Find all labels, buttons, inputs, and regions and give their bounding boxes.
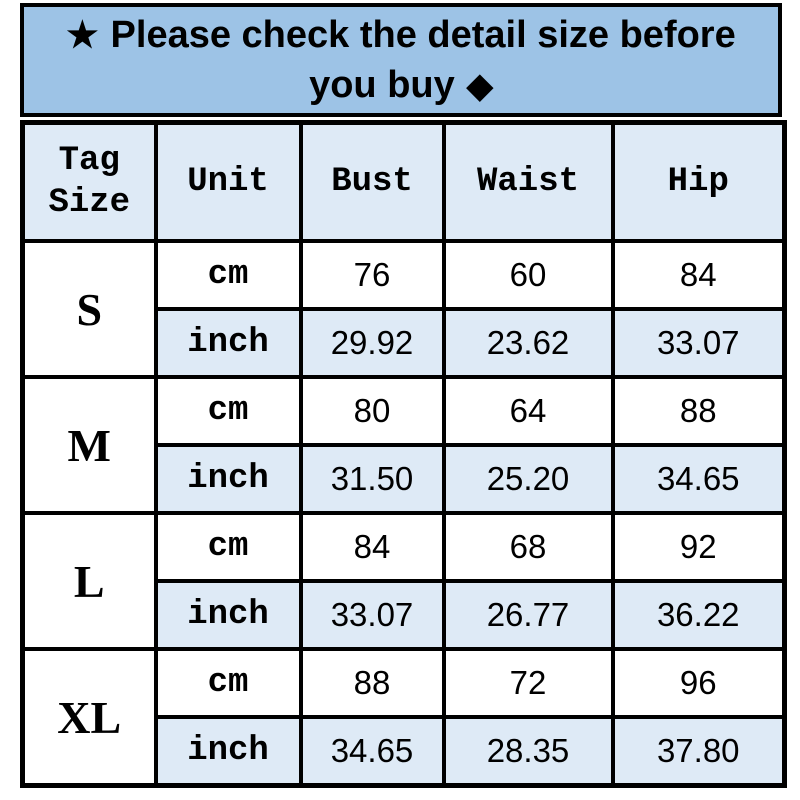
unit-cell-inch: inch	[153, 715, 303, 788]
table-row-l-cm: L cm 84 68 92	[20, 511, 787, 651]
value-xl-bust-cm: 88	[298, 647, 446, 719]
size-label-xl: XL	[20, 647, 158, 788]
star-icon: ★	[66, 13, 99, 55]
table-row-l-inch: inch 33.07 26.77 36.22	[23, 579, 787, 651]
unit-cell-cm: cm	[153, 375, 303, 447]
size-table: Tag Size Unit Bust Waist Hip S cm 76 60 …	[20, 120, 787, 788]
size-label-m: M	[20, 375, 158, 515]
unit-cell-inch: inch	[153, 307, 303, 379]
banner-line-2: you buy ◆	[309, 60, 493, 111]
header-row: Tag Size Unit Bust Waist Hip	[20, 120, 787, 243]
notice-banner: ★ Please check the detail size before you…	[20, 3, 782, 117]
banner-line-1: ★ Please check the detail size before	[66, 10, 735, 60]
value-s-bust-cm: 76	[298, 239, 446, 311]
banner-text-line1: Please check the detail size before	[110, 13, 736, 56]
value-m-waist-cm: 64	[441, 375, 615, 447]
unit-cell-inch: inch	[153, 579, 303, 651]
banner-text-line2: you buy	[309, 63, 455, 106]
value-s-waist-cm: 60	[441, 239, 615, 311]
value-l-waist-inch: 26.77	[441, 579, 615, 651]
table-row-s-inch: inch 29.92 23.62 33.07	[23, 307, 787, 379]
table-row-m-inch: inch 31.50 25.20 34.65	[23, 443, 787, 515]
value-s-bust-inch: 29.92	[298, 307, 446, 379]
value-xl-hip-cm: 96	[610, 647, 787, 719]
unit-cell-cm: cm	[153, 239, 303, 311]
unit-cell-inch: inch	[153, 443, 303, 515]
value-l-bust-cm: 84	[298, 511, 446, 583]
value-s-hip-cm: 84	[610, 239, 787, 311]
size-label-s: S	[20, 239, 158, 379]
table-row-s-cm: S cm 76 60 84	[20, 239, 787, 379]
value-xl-waist-inch: 28.35	[441, 715, 615, 788]
value-l-bust-inch: 33.07	[298, 579, 446, 651]
value-xl-hip-inch: 37.80	[610, 715, 787, 788]
value-s-hip-inch: 33.07	[610, 307, 787, 379]
unit-cell-cm: cm	[153, 511, 303, 583]
value-xl-waist-cm: 72	[441, 647, 615, 719]
value-m-hip-cm: 88	[610, 375, 787, 447]
value-l-hip-inch: 36.22	[610, 579, 787, 651]
value-m-waist-inch: 25.20	[441, 443, 615, 515]
diamond-icon: ◆	[466, 66, 493, 105]
table-row-xl-cm: XL cm 88 72 96	[20, 647, 787, 788]
unit-cell-cm: cm	[153, 647, 303, 719]
value-l-hip-cm: 92	[610, 511, 787, 583]
column-header-waist: Waist	[441, 120, 615, 243]
size-chart-page: ★ Please check the detail size before you…	[0, 3, 800, 800]
table-row-xl-inch: inch 34.65 28.35 37.80	[23, 715, 787, 788]
value-s-waist-inch: 23.62	[441, 307, 615, 379]
value-l-waist-cm: 68	[441, 511, 615, 583]
value-m-bust-cm: 80	[298, 375, 446, 447]
column-header-tag-size: Tag Size	[20, 120, 158, 243]
column-header-hip: Hip	[610, 120, 787, 243]
table-row-m-cm: M cm 80 64 88	[20, 375, 787, 515]
size-label-l: L	[20, 511, 158, 651]
value-xl-bust-inch: 34.65	[298, 715, 446, 788]
value-m-hip-inch: 34.65	[610, 443, 787, 515]
column-header-bust: Bust	[298, 120, 446, 243]
value-m-bust-inch: 31.50	[298, 443, 446, 515]
column-header-unit: Unit	[153, 120, 303, 243]
